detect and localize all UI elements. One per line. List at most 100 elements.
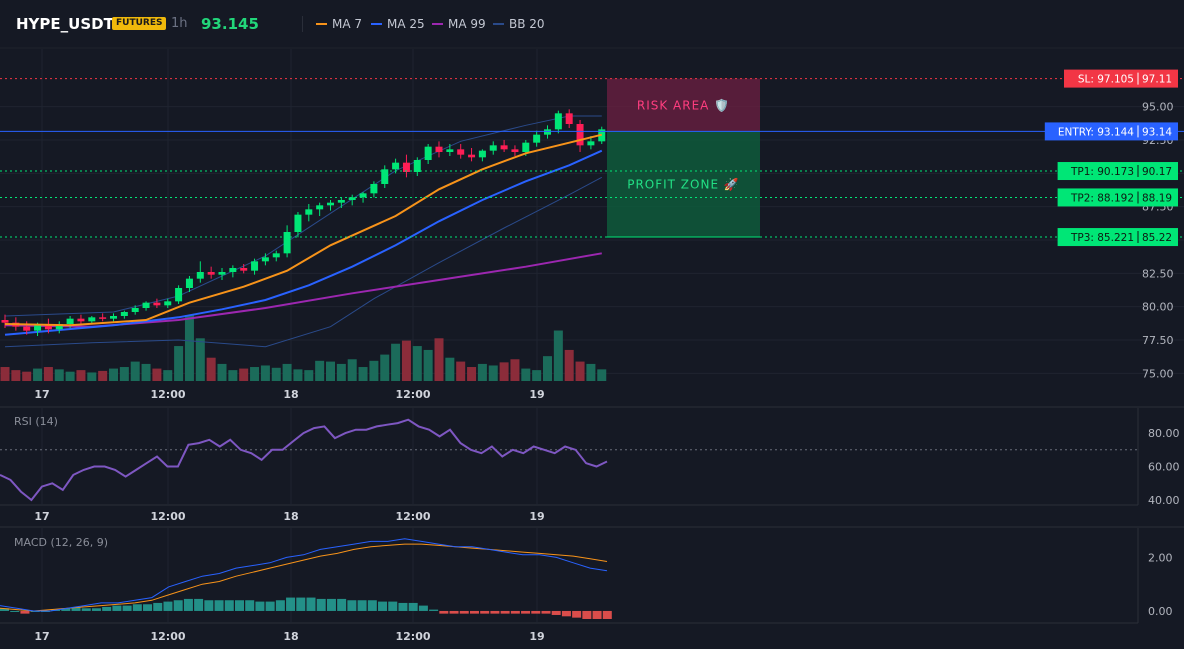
volume-bar: [76, 370, 86, 381]
candle-body: [381, 169, 389, 184]
legend-bb20-label: BB 20: [509, 17, 545, 31]
risk-area-zone: RISK AREA 🛡️: [607, 78, 760, 132]
macd-histogram-bar: [439, 610, 449, 614]
candle: [272, 250, 280, 262]
ma99-swatch-icon: [432, 22, 443, 25]
candle-body: [110, 316, 117, 319]
candle: [251, 258, 259, 275]
macd-histogram-bar: [71, 606, 81, 611]
macd-histogram-bar: [214, 600, 224, 611]
level-tag-label: ENTRY: 93.144: [1058, 126, 1134, 138]
volume-bar: [336, 363, 346, 381]
tp3-level-tag: TP3: 85.221 85.22: [1057, 228, 1178, 247]
macd-histogram-bar: [459, 610, 469, 614]
candle-body: [283, 232, 291, 254]
rsi-y-tick-label: 60.00: [1148, 461, 1180, 474]
candle: [544, 125, 551, 139]
volume-bar: [532, 370, 542, 381]
candle-body: [251, 261, 259, 271]
x-tick-label: 12:00: [395, 630, 430, 643]
candle-body: [261, 257, 269, 262]
macd-histogram-bar: [306, 597, 316, 611]
macd-histogram-bar: [183, 598, 193, 611]
macd-signal-line: [0, 543, 608, 612]
volume-bar: [43, 367, 53, 381]
macd-histogram-bar: [408, 602, 418, 611]
volume-bar: [260, 365, 270, 381]
macd-histogram-bar: [296, 597, 306, 611]
macd-histogram-bar: [326, 598, 336, 611]
macd-histogram-bar: [286, 597, 296, 611]
macd-histogram-bar: [122, 605, 132, 611]
macd-histogram-bar: [194, 598, 204, 611]
candle-body: [142, 302, 150, 308]
candle: [511, 145, 519, 156]
candle: [478, 149, 486, 162]
macd-histogram-bar: [61, 608, 71, 611]
volume-bar: [521, 368, 531, 381]
volume-bar: [369, 360, 379, 381]
candle-body: [489, 145, 497, 151]
macd-histogram-bar: [132, 604, 142, 611]
macd-histogram-bar: [0, 608, 10, 611]
bb-lower-line: [4, 176, 603, 348]
legend-ma25[interactable]: MA 25: [371, 16, 425, 32]
y-tick-label: 82.50: [1142, 267, 1174, 280]
macd-histogram-bar: [449, 610, 459, 614]
ma25-line: [4, 149, 603, 336]
candle: [131, 305, 139, 315]
symbol-name[interactable]: HYPE_USDT: [16, 15, 114, 33]
macd-histogram-bar: [469, 610, 479, 614]
candle: [44, 318, 52, 334]
macd-y-tick-label: 0.00: [1148, 605, 1173, 618]
candle: [359, 192, 367, 203]
legend-ma99[interactable]: MA 99: [432, 16, 486, 32]
legend-ma7[interactable]: MA 7: [316, 16, 362, 32]
x-tick-label: 17: [34, 630, 49, 643]
rsi-line: [0, 418, 608, 502]
candle: [120, 310, 128, 319]
macd-histogram-bar: [357, 600, 367, 611]
volume-bar: [22, 371, 32, 381]
macd-histogram-bar: [551, 610, 561, 615]
macd-histogram-bar: [337, 598, 347, 611]
rsi-y-tick-label: 80.00: [1148, 427, 1180, 440]
candle: [348, 194, 356, 206]
macd-histogram-bar: [275, 600, 285, 611]
volume-bar: [130, 361, 140, 381]
candle: [110, 313, 117, 322]
macd-histogram-bar: [521, 610, 531, 614]
risk-area-label: RISK AREA 🛡️: [637, 99, 730, 113]
candle-body: [478, 150, 486, 158]
ma7-line: [4, 133, 603, 327]
candle-body: [522, 142, 530, 152]
timeframe-label[interactable]: 1h: [171, 16, 188, 31]
volume-bar: [65, 371, 75, 381]
candle: [554, 110, 562, 134]
macd-histogram-bar: [245, 600, 255, 611]
volume-bar: [87, 372, 97, 381]
x-tick-label: 12:00: [150, 510, 185, 523]
volume-bar: [380, 354, 390, 381]
legend-ma7-label: MA 7: [332, 17, 363, 31]
volume-bar: [564, 349, 574, 381]
legend-bb20[interactable]: BB 20: [493, 16, 545, 32]
volume-bar: [293, 369, 303, 381]
y-tick-label: 95.00: [1142, 101, 1174, 114]
macd-histogram-bar: [418, 605, 428, 611]
x-tick-label: 12:00: [150, 388, 185, 401]
candle: [175, 285, 183, 304]
candle: [77, 314, 85, 324]
candle: [1, 314, 9, 328]
candle-body: [576, 124, 584, 146]
volume-bar: [358, 367, 368, 381]
macd-histogram-bar: [316, 598, 326, 611]
candle-body: [305, 209, 313, 215]
level-tag-label: TP1: 90.173: [1070, 166, 1134, 178]
volume-bar: [391, 343, 401, 381]
level-tag-label: TP3: 85.221: [1070, 232, 1134, 244]
level-tag-bg: [1064, 69, 1178, 88]
level-tag-bg: [1044, 122, 1178, 141]
macd-line: [0, 538, 608, 612]
